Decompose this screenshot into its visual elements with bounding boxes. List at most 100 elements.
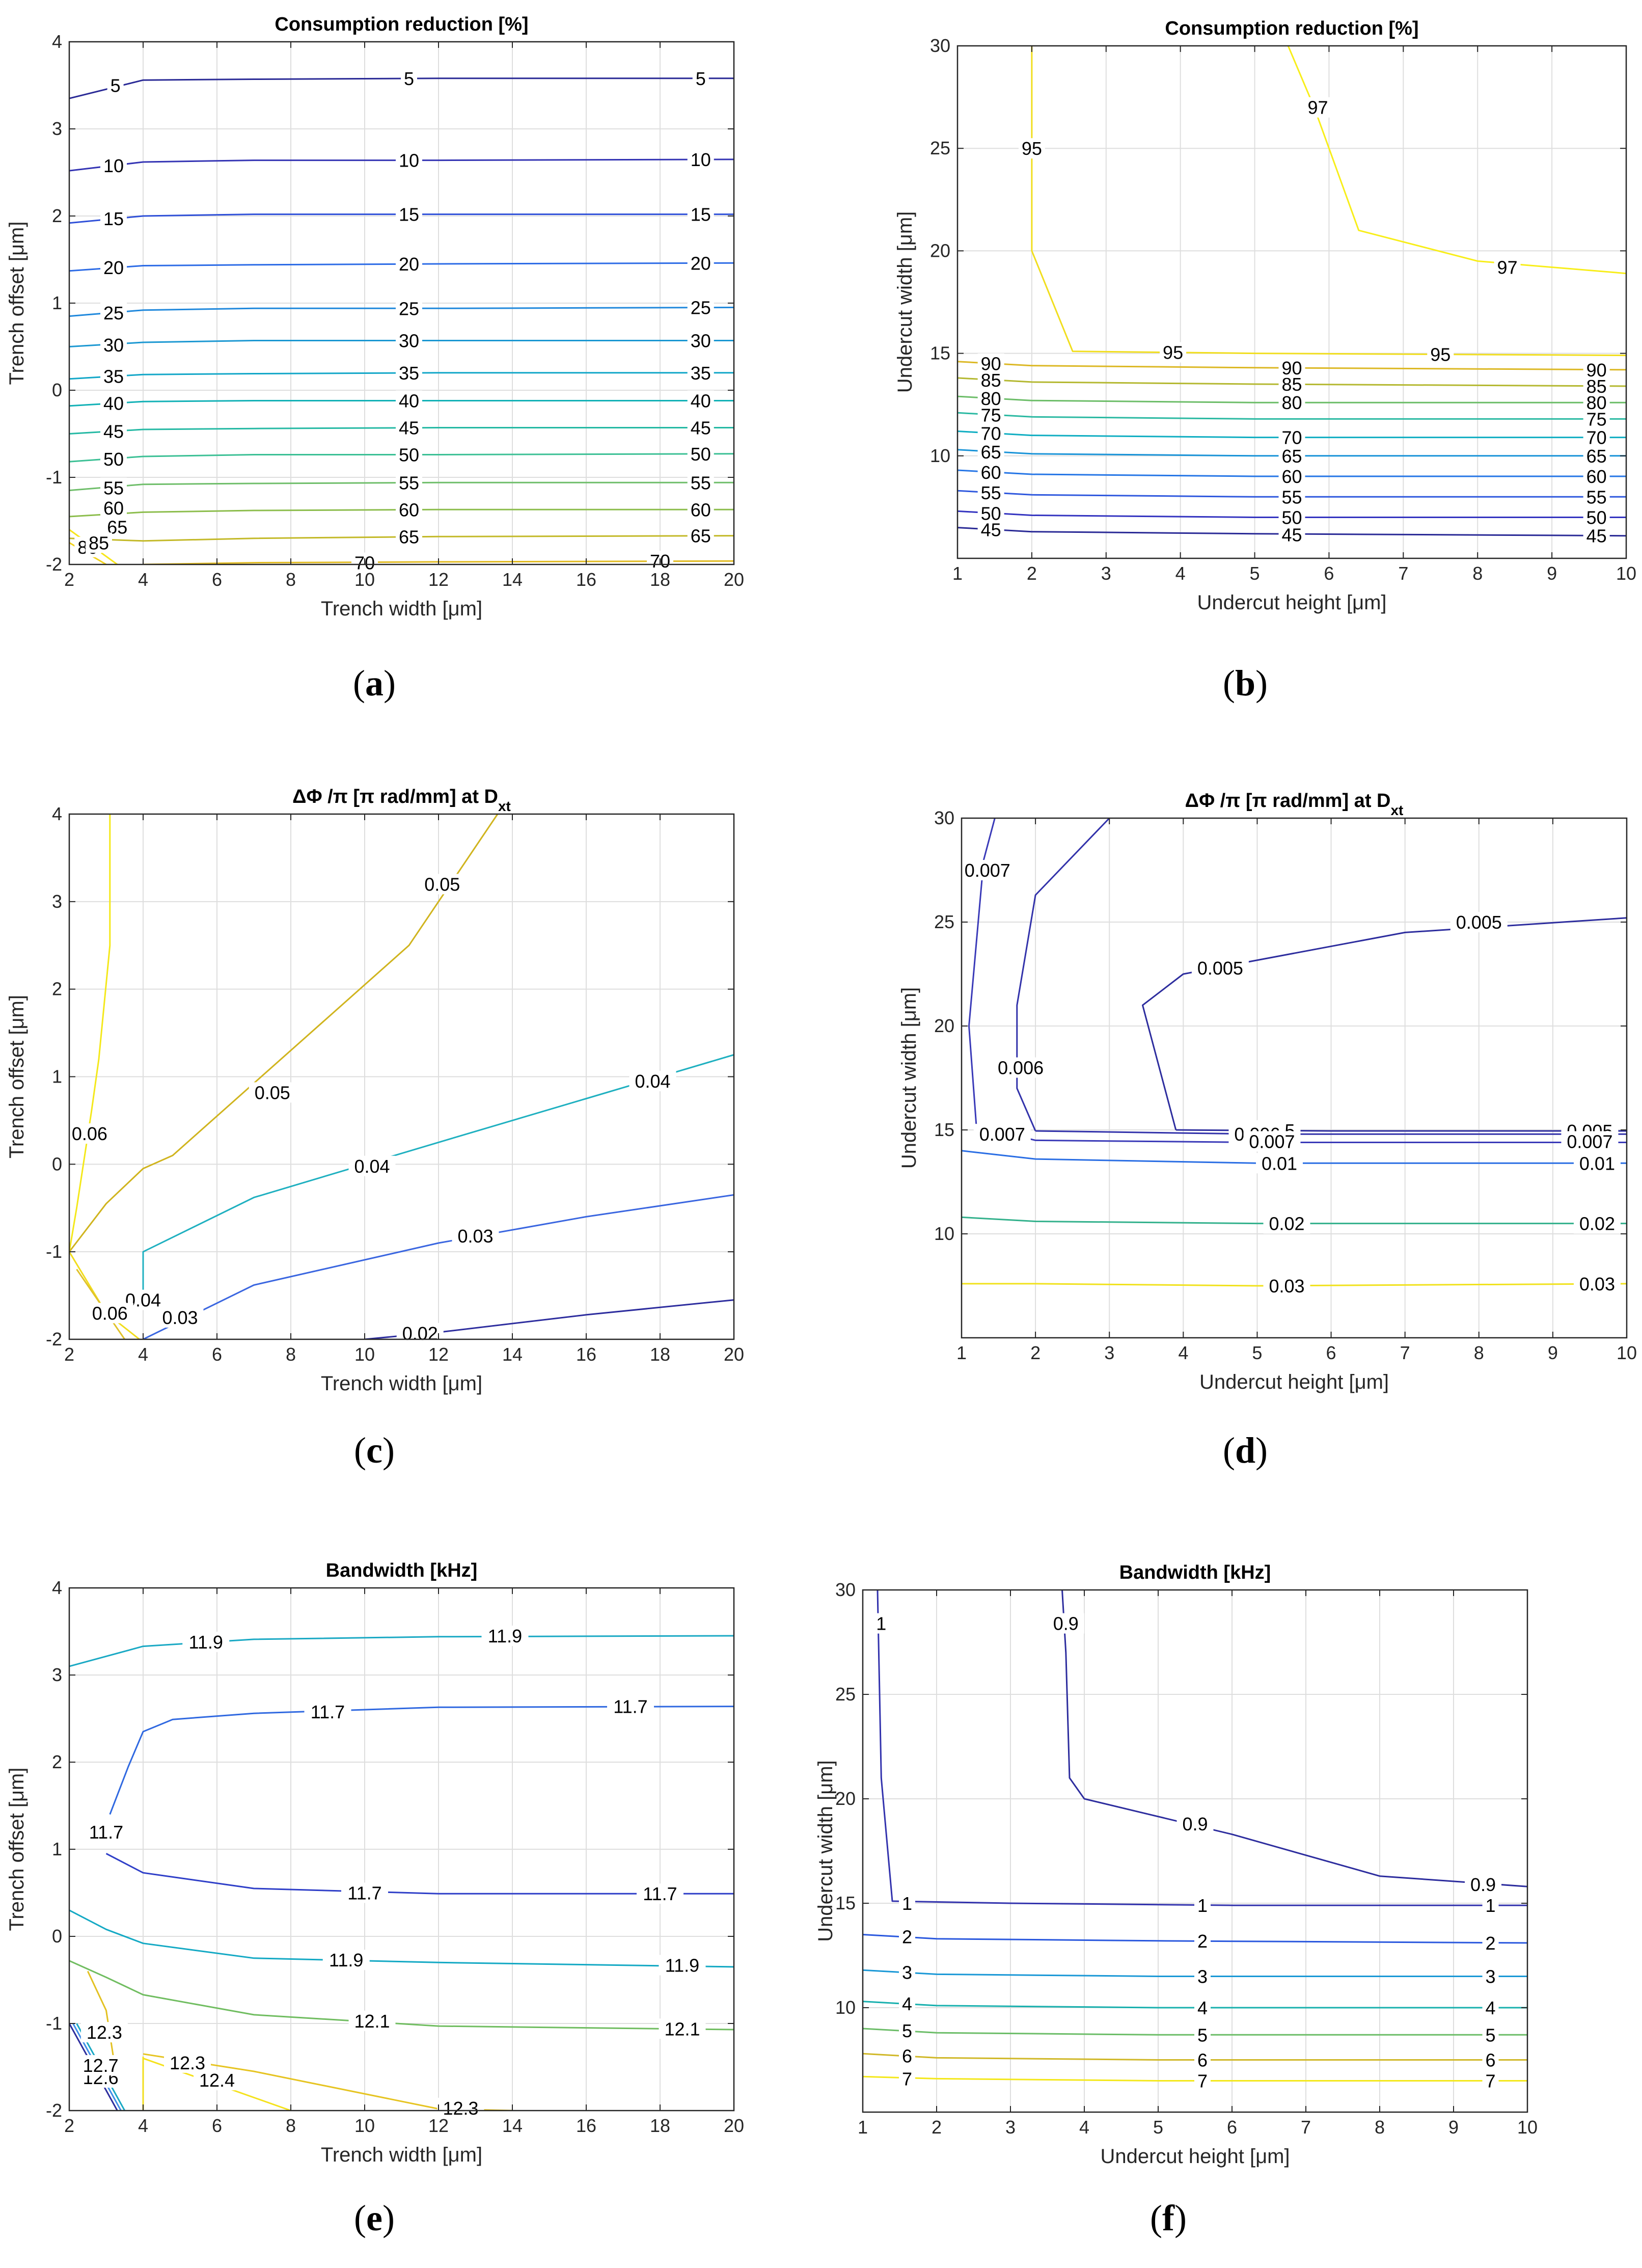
panel-d: 0.0050.0050.0050.0050.0060.0060.0070.007… (821, 756, 1642, 1512)
y-tick-label: 10 (930, 445, 950, 466)
contour-line-11.7 (109, 1706, 734, 1815)
contour-label-50: 50 (103, 449, 124, 470)
contour-label-bg (1278, 427, 1305, 448)
contour-label-bg (687, 204, 714, 225)
contour-label-bg (1278, 507, 1305, 528)
y-tick-label: -2 (46, 2100, 62, 2121)
contour-label-5: 5 (696, 68, 706, 89)
x-tick-label: 8 (1472, 563, 1483, 584)
contour-label-50: 50 (691, 444, 711, 465)
y-tick-label: 1 (52, 292, 62, 313)
y-tick-label: 0 (52, 1926, 62, 1947)
contour-label-0.03: 0.03 (1269, 1276, 1304, 1297)
contour-label-20: 20 (103, 257, 124, 278)
contour-label-12.1: 12.1 (664, 2018, 700, 2039)
chart-title: Bandwidth [kHz] (326, 1560, 478, 1581)
contour-label-bg (1176, 1814, 1214, 1834)
contour-label-bg (629, 1071, 676, 1092)
contour-label-2: 2 (902, 1927, 912, 1948)
contour-label-55: 55 (399, 472, 419, 493)
contour-label-65: 65 (399, 526, 419, 547)
x-tick-label: 14 (502, 569, 523, 590)
contour-line-11.9 (69, 1909, 734, 1968)
x-tick-label: 4 (138, 1344, 148, 1365)
plot-area (962, 818, 1627, 1338)
x-tick-label: 7 (1398, 563, 1408, 584)
x-tick-label: 18 (650, 2115, 670, 2136)
contour-label-bg (396, 444, 422, 465)
contour-label-3: 3 (1485, 1966, 1495, 1987)
x-tick-label: 18 (650, 569, 670, 590)
contour-label-bg (1194, 2049, 1211, 2070)
x-tick-label: 7 (1301, 2117, 1311, 2138)
x-axis-label: Trench width [μm] (321, 2144, 482, 2166)
contour-label-bg (1278, 466, 1305, 487)
y-tick-label: 30 (930, 35, 950, 56)
contour-label-12.3: 12.3 (170, 2053, 205, 2073)
contour-line-12.1 (69, 1960, 734, 2031)
x-tick-label: 16 (576, 1344, 596, 1365)
contour-label-20: 20 (399, 254, 419, 275)
panel-f: 0.9 0.9 0.9 1 1 1 1 2 2 2 3 3 3 4 4 4 5 5 5 6 6 6 7 7 7 1 2 3 4 5 6 7 8 9… (814, 1512, 1642, 2268)
x-tick-label: 3 (1101, 563, 1111, 584)
contour-label-55: 55 (691, 472, 711, 493)
contour-label-bg (1278, 524, 1305, 545)
contour-label-bg (77, 2055, 124, 2076)
contour-line-0.03 (143, 1194, 734, 1339)
contour-label-6: 6 (902, 2045, 912, 2066)
y-tick-label: 4 (52, 31, 62, 52)
caption-e: (e) (354, 2198, 395, 2238)
x-tick-label: 2 (932, 2117, 942, 2138)
contour-label-bg (1304, 97, 1331, 118)
contour-label-bg (481, 1626, 529, 1646)
contour-label-11.7: 11.7 (89, 1822, 123, 1843)
contour-label-50: 50 (1281, 507, 1302, 528)
contour-label-0.9: 0.9 (1053, 1613, 1079, 1634)
contour-label-1: 1 (876, 1613, 886, 1634)
contour-label-45: 45 (399, 418, 419, 439)
y-tick-label: -1 (46, 2013, 62, 2034)
x-tick-label: 10 (354, 569, 375, 590)
contour-label-55: 55 (981, 482, 1001, 503)
contour-label-2: 2 (1197, 1931, 1208, 1952)
contour-label-bg (687, 253, 714, 274)
contour-label-bg (977, 388, 1004, 409)
contour-label-bg (419, 874, 466, 895)
contour-line-0.02 (962, 1216, 1627, 1225)
contour-label-10: 10 (399, 150, 419, 171)
contour-label-bg (1243, 1131, 1301, 1152)
contour-label-bg (396, 499, 422, 520)
y-tick-label: -2 (46, 1329, 62, 1349)
contour-label-40: 40 (399, 391, 419, 412)
contour-label-bg (100, 257, 127, 278)
contour-label-bg (977, 462, 1004, 482)
contour-label-85: 85 (89, 532, 109, 553)
caption-a: (a) (353, 663, 396, 704)
contour-label-12.7: 12.7 (83, 2055, 119, 2076)
contour-label-70: 70 (1281, 427, 1302, 448)
panel-b: 45 45 45 50 50 50 55 55 55 60 60 60 65 65 65 70 70 70 75 75… (821, 0, 1642, 756)
contour-line-1 (877, 1590, 1527, 1906)
contour-label-0.05: 0.05 (255, 1082, 290, 1103)
x-tick-label: 8 (286, 2115, 296, 2136)
contour-label-bg (194, 2070, 240, 2091)
contour-label-11.9: 11.9 (189, 1632, 223, 1653)
contour-label-bg (1047, 1613, 1084, 1634)
contour-label-bg (396, 1322, 444, 1343)
contour-label-45: 45 (1586, 526, 1607, 547)
contour-label-bg (1482, 1966, 1499, 1987)
contour-line-0.006 (1016, 818, 1110, 1131)
x-tick-label: 20 (724, 1344, 744, 1365)
y-tick-label: 1 (52, 1066, 62, 1087)
x-tick-label: 5 (1153, 2117, 1163, 2138)
contour-label-bg (396, 254, 422, 275)
contour-label-bg (1194, 2024, 1211, 2045)
contour-label-11.9: 11.9 (329, 1950, 363, 1970)
contour-label-45: 45 (691, 418, 711, 439)
contour-label-bg (396, 204, 422, 225)
contour-label-bg (396, 390, 422, 411)
contour-label-0.007: 0.007 (965, 860, 1010, 881)
contour-label-12.3: 12.3 (87, 2022, 122, 2043)
contour-label-bg (452, 1226, 499, 1247)
contour-label-bg (899, 1962, 915, 1983)
